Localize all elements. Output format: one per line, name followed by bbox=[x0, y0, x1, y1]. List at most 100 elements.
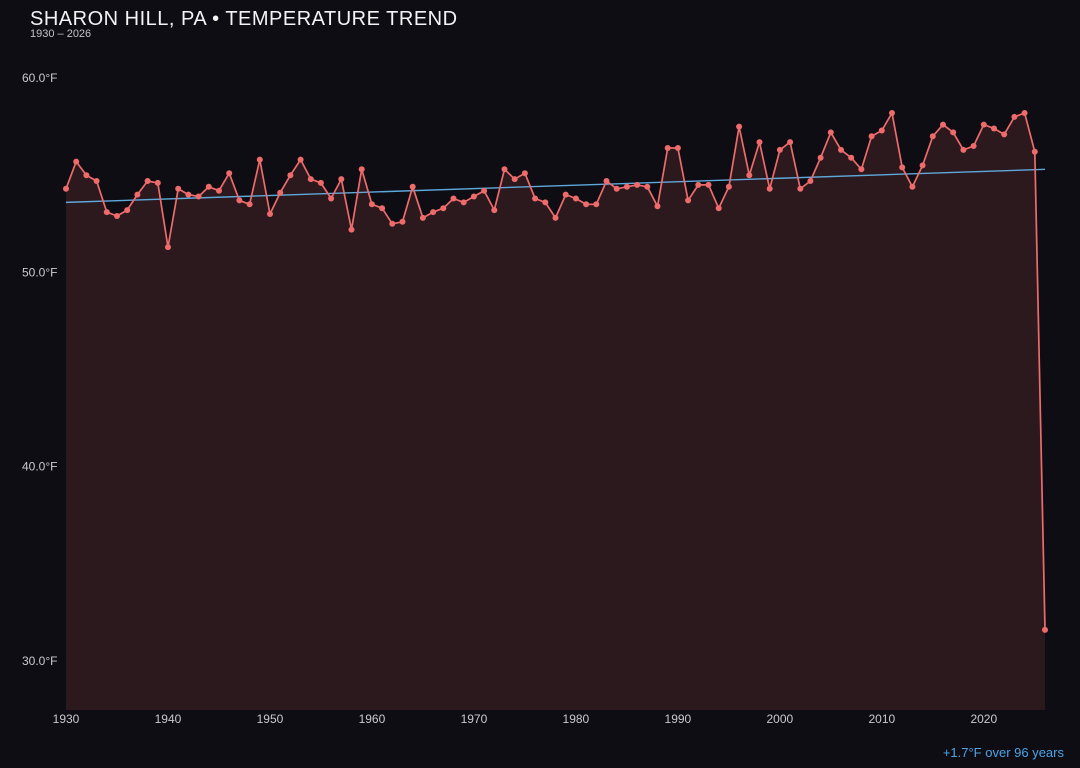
data-point-1996[interactable] bbox=[736, 123, 743, 130]
data-point-1955[interactable] bbox=[317, 179, 324, 186]
data-point-1991[interactable] bbox=[685, 197, 692, 204]
data-point-1937[interactable] bbox=[134, 191, 141, 198]
data-point-2009[interactable] bbox=[868, 133, 875, 140]
data-point-1983[interactable] bbox=[603, 178, 610, 184]
data-point-1954[interactable] bbox=[307, 176, 314, 183]
y-axis-tick-label: 30.0°F bbox=[22, 654, 57, 668]
data-point-1967[interactable] bbox=[440, 205, 447, 212]
data-point-2022[interactable] bbox=[1001, 131, 1008, 138]
data-point-1982[interactable] bbox=[593, 201, 600, 208]
data-point-1931[interactable] bbox=[73, 158, 80, 165]
data-point-2016[interactable] bbox=[940, 121, 946, 128]
data-point-1993[interactable] bbox=[705, 181, 712, 188]
data-point-1946[interactable] bbox=[226, 170, 233, 177]
data-point-1934[interactable] bbox=[103, 209, 110, 216]
data-point-2024[interactable] bbox=[1021, 110, 1028, 116]
data-point-1987[interactable] bbox=[644, 183, 651, 190]
data-point-1936[interactable] bbox=[124, 207, 131, 214]
data-point-1976[interactable] bbox=[532, 195, 539, 202]
data-point-1970[interactable] bbox=[470, 193, 477, 200]
data-point-1962[interactable] bbox=[389, 220, 396, 227]
data-point-1989[interactable] bbox=[664, 145, 671, 151]
data-point-1948[interactable] bbox=[246, 201, 253, 208]
data-point-2021[interactable] bbox=[991, 125, 997, 132]
data-point-2023[interactable] bbox=[1011, 113, 1018, 120]
data-point-1985[interactable] bbox=[623, 183, 630, 190]
data-point-1939[interactable] bbox=[154, 179, 161, 186]
data-point-1952[interactable] bbox=[287, 172, 294, 179]
data-point-1978[interactable] bbox=[552, 214, 559, 221]
data-point-2025[interactable] bbox=[1031, 148, 1038, 155]
data-point-1953[interactable] bbox=[297, 156, 304, 163]
data-point-1963[interactable] bbox=[399, 218, 406, 225]
data-point-2017[interactable] bbox=[950, 129, 957, 136]
data-point-2003[interactable] bbox=[807, 178, 814, 184]
data-point-2011[interactable] bbox=[889, 110, 895, 116]
data-point-2026[interactable] bbox=[1042, 626, 1048, 633]
data-point-1949[interactable] bbox=[256, 156, 263, 163]
data-point-1988[interactable] bbox=[654, 203, 661, 210]
data-point-1950[interactable] bbox=[267, 211, 273, 217]
data-point-1941[interactable] bbox=[175, 185, 182, 192]
data-point-2001[interactable] bbox=[787, 139, 794, 146]
data-point-1956[interactable] bbox=[328, 195, 335, 202]
data-point-1998[interactable] bbox=[756, 139, 763, 146]
data-point-1992[interactable] bbox=[695, 181, 702, 188]
data-point-1974[interactable] bbox=[511, 176, 518, 183]
data-point-1960[interactable] bbox=[368, 201, 375, 208]
data-point-1965[interactable] bbox=[419, 214, 426, 221]
data-point-1944[interactable] bbox=[205, 183, 212, 190]
data-point-2013[interactable] bbox=[909, 183, 916, 190]
data-point-1964[interactable] bbox=[409, 183, 416, 190]
trend-line bbox=[65, 168, 1046, 204]
data-point-1961[interactable] bbox=[379, 205, 386, 212]
data-point-1959[interactable] bbox=[358, 166, 365, 173]
data-point-1966[interactable] bbox=[430, 209, 437, 216]
data-point-2018[interactable] bbox=[960, 146, 967, 153]
data-point-2000[interactable] bbox=[776, 146, 783, 153]
data-point-1947[interactable] bbox=[236, 197, 243, 204]
data-point-1979[interactable] bbox=[562, 191, 569, 198]
data-point-1942[interactable] bbox=[185, 191, 192, 198]
data-point-1943[interactable] bbox=[195, 193, 202, 200]
data-point-2012[interactable] bbox=[899, 164, 906, 171]
data-point-2019[interactable] bbox=[970, 143, 977, 149]
data-point-1995[interactable] bbox=[725, 183, 732, 190]
data-point-1984[interactable] bbox=[613, 185, 620, 192]
data-point-1975[interactable] bbox=[521, 170, 528, 177]
data-point-1981[interactable] bbox=[583, 201, 590, 208]
data-point-1968[interactable] bbox=[450, 195, 457, 202]
x-axis-tick-label: 1970 bbox=[461, 712, 488, 726]
data-point-2008[interactable] bbox=[858, 166, 865, 173]
data-point-2002[interactable] bbox=[797, 185, 804, 192]
data-point-2020[interactable] bbox=[980, 121, 987, 128]
data-point-1945[interactable] bbox=[216, 187, 222, 194]
data-point-1938[interactable] bbox=[144, 178, 151, 184]
data-point-2006[interactable] bbox=[838, 146, 844, 153]
data-point-2007[interactable] bbox=[848, 154, 855, 161]
data-point-1997[interactable] bbox=[746, 172, 753, 179]
data-point-1935[interactable] bbox=[114, 213, 120, 219]
data-point-1990[interactable] bbox=[674, 145, 681, 151]
data-point-2015[interactable] bbox=[929, 133, 936, 140]
data-point-1986[interactable] bbox=[634, 181, 641, 188]
data-point-1973[interactable] bbox=[501, 166, 508, 173]
data-point-2005[interactable] bbox=[827, 129, 834, 136]
data-point-1977[interactable] bbox=[542, 199, 549, 206]
data-point-1930[interactable] bbox=[63, 185, 69, 192]
data-point-1969[interactable] bbox=[460, 199, 467, 206]
data-point-1972[interactable] bbox=[491, 207, 498, 214]
data-point-1980[interactable] bbox=[572, 195, 579, 202]
data-point-1958[interactable] bbox=[348, 226, 355, 233]
data-point-1933[interactable] bbox=[93, 178, 100, 184]
data-point-1932[interactable] bbox=[83, 172, 90, 179]
data-point-1994[interactable] bbox=[715, 205, 722, 212]
data-point-1957[interactable] bbox=[338, 176, 345, 183]
data-point-1999[interactable] bbox=[766, 185, 773, 192]
data-point-2010[interactable] bbox=[878, 127, 885, 134]
data-point-1971[interactable] bbox=[481, 187, 488, 194]
data-point-2004[interactable] bbox=[817, 154, 824, 161]
data-point-2014[interactable] bbox=[919, 162, 926, 169]
data-point-1940[interactable] bbox=[165, 244, 171, 251]
data-point-1951[interactable] bbox=[277, 189, 284, 196]
